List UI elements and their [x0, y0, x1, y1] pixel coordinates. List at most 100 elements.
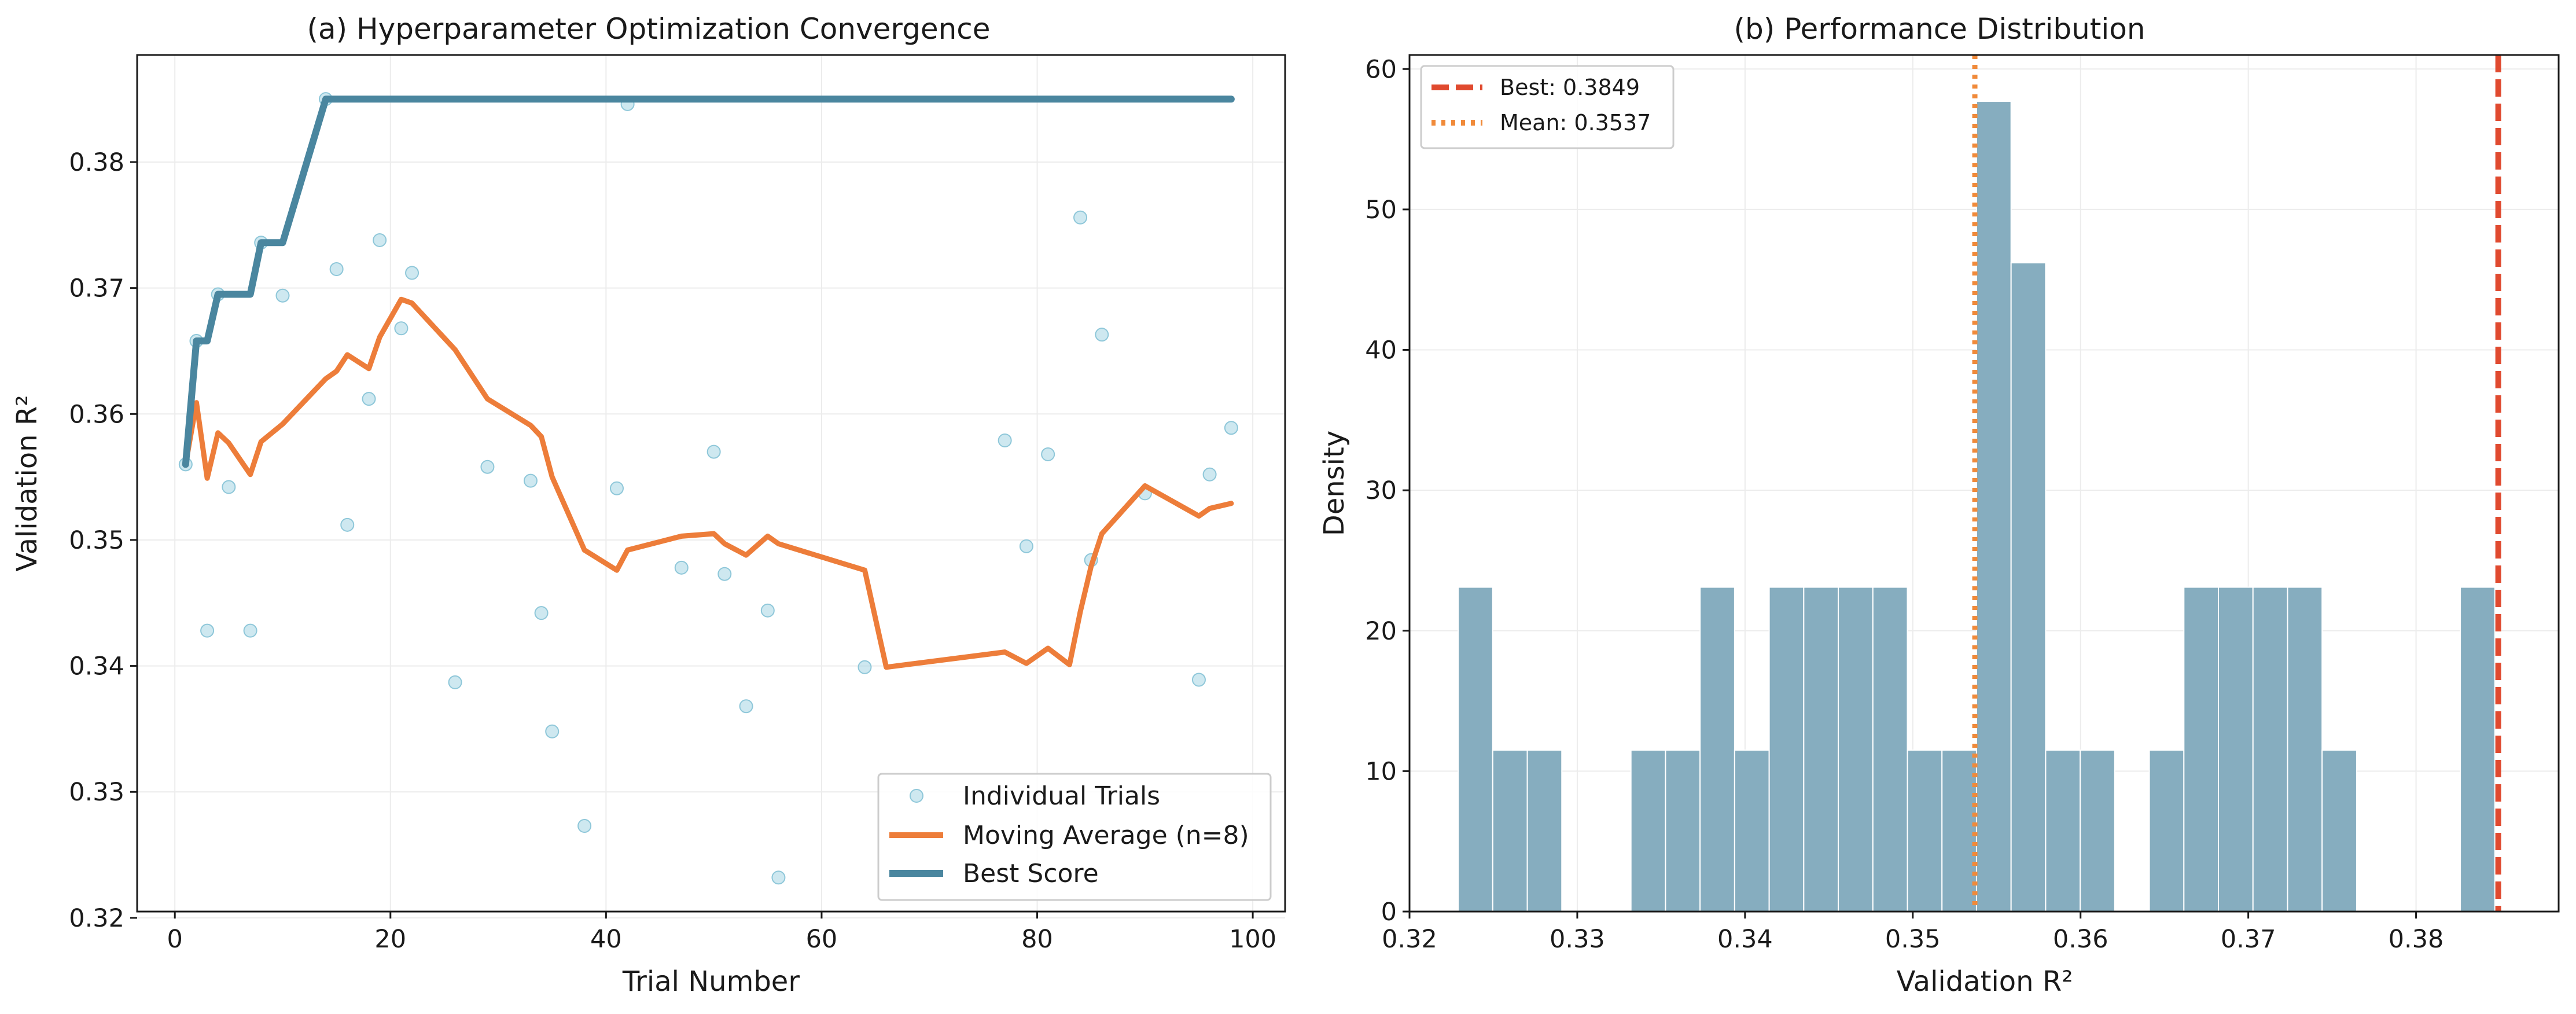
scatter-point-individual-trial: [1191, 673, 1206, 687]
panel-a-legend: Individual Trials Moving Average (n=8) B…: [877, 773, 1272, 901]
panel-b-ticks: 0.32 0.33 0.34 0.35 0.36 0.37 0.38 0 10 20 30 40 50 6…: [1365, 55, 2443, 954]
x-tick-label: 0.32: [1382, 925, 1437, 954]
scatter-point-individual-trial: [760, 603, 775, 618]
histogram-bar: [1665, 749, 1701, 913]
panel-a-title: (a) Hyperparameter Optimization Converge…: [307, 12, 990, 46]
histogram-bar: [1941, 749, 1977, 913]
histogram-bar: [1768, 586, 1805, 912]
histogram-bar: [2287, 586, 2323, 912]
histogram-bar: [1630, 749, 1666, 913]
scatter-point-individual-trial: [717, 567, 732, 581]
x-tick-label: 40: [590, 925, 622, 954]
panel-b-distribution: (b) Performance Distribution 0.32 0.33 0.3…: [1318, 12, 2560, 998]
y-tick-label: 40: [1365, 336, 1397, 365]
legend-label-moving-average: Moving Average (n=8): [963, 821, 1249, 850]
histogram-bar: [1803, 586, 1839, 912]
scatter-point-individual-trial: [1095, 328, 1109, 342]
legend-label-best: Best: 0.3849: [1500, 75, 1640, 100]
scatter-point-individual-trial: [480, 460, 495, 474]
histogram-bar: [2460, 586, 2496, 912]
scatter-point-individual-trial: [858, 660, 872, 674]
legend-marker-individual-trials: [910, 789, 923, 803]
scatter-point-individual-trial: [405, 266, 419, 280]
scatter-point-individual-trial: [577, 819, 592, 833]
scatter-point-individual-trial: [394, 321, 409, 336]
histogram-bar: [1907, 749, 1943, 913]
scatter-point-individual-trial: [329, 262, 344, 276]
x-tick-label: 80: [1021, 925, 1053, 954]
scatter-point-individual-trial: [1019, 539, 1033, 553]
y-tick-label: 0.33: [69, 778, 124, 807]
y-tick-label: 0.36: [69, 400, 124, 429]
x-tick-label: 100: [1229, 925, 1276, 954]
legend-label-mean: Mean: 0.3537: [1500, 110, 1651, 135]
panel-b-title: (b) Performance Distribution: [1734, 12, 2145, 46]
panel-b-legend-box: [1420, 65, 1675, 149]
scatter-point-individual-trial: [674, 560, 689, 575]
scatter-point-individual-trial: [362, 392, 376, 406]
y-tick-label: 0: [1381, 898, 1397, 927]
x-tick-label: 60: [806, 925, 838, 954]
histogram-bar: [2045, 749, 2081, 913]
scatter-point-individual-trial: [222, 480, 236, 494]
scatter-point-individual-trial: [545, 724, 560, 739]
histogram-bar: [2321, 749, 2357, 913]
x-tick-label: 0.38: [2389, 925, 2444, 954]
histogram-bar: [1838, 586, 1874, 912]
scatter-point-individual-trial: [998, 433, 1012, 447]
panel-a-grid: [137, 55, 1285, 919]
scatter-point-individual-trial: [1073, 210, 1088, 225]
y-tick-label: 10: [1365, 757, 1397, 786]
panel-a-x-axis-label: Trial Number: [622, 965, 800, 998]
scatter-point-individual-trial: [771, 870, 786, 885]
scatter-point-individual-trial: [1041, 447, 1055, 461]
scatter-point-individual-trial: [1224, 421, 1238, 435]
scatter-point-individual-trial: [275, 288, 290, 303]
panel-b-marks: [1458, 55, 2501, 913]
y-tick-label: 50: [1365, 196, 1397, 225]
moving-average-line: [183, 296, 1234, 670]
y-tick-label: 30: [1365, 476, 1397, 505]
y-tick-label: 0.38: [69, 148, 124, 177]
x-tick-label: 0.37: [2221, 925, 2276, 954]
scatter-point-individual-trial: [609, 481, 624, 495]
panel-a-convergence: (a) Hyperparameter Optimization Converge…: [11, 12, 1286, 998]
y-tick-label: 20: [1365, 617, 1397, 646]
scatter-point-individual-trial: [523, 473, 538, 488]
y-tick-label: 0.34: [69, 652, 124, 681]
histogram-bar: [2148, 749, 2185, 913]
histogram-bar: [2183, 586, 2220, 912]
scatter-point-individual-trial: [373, 233, 387, 247]
legend-label-individual-trials: Individual Trials: [963, 781, 1160, 811]
y-tick-label: 0.32: [69, 904, 124, 933]
x-tick-label: 0.36: [2053, 925, 2108, 954]
histogram-bar: [1975, 101, 2012, 913]
histogram-bar: [2252, 586, 2288, 912]
y-tick-label: 0.35: [69, 526, 124, 555]
scatter-point-individual-trial: [243, 623, 257, 638]
histogram-bar: [1526, 749, 1563, 913]
panel-a-marks: [178, 92, 1238, 885]
scatter-point-individual-trial: [1202, 467, 1217, 482]
histogram-bar: [1699, 586, 1735, 912]
histogram-bar: [1872, 586, 1908, 912]
best-score-line: [182, 95, 1235, 468]
legend-label-best-score: Best Score: [963, 859, 1099, 888]
panel-b-x-axis-label: Validation R²: [1897, 965, 2073, 998]
x-tick-label: 0: [167, 925, 183, 954]
scatter-point-individual-trial: [706, 444, 721, 459]
x-tick-label: 0.34: [1717, 925, 1773, 954]
histogram-bar: [1458, 586, 1493, 912]
panel-b-plot-frame: [1408, 54, 2560, 913]
scatter-point-individual-trial: [739, 699, 753, 714]
scatter-point-individual-trial: [340, 517, 355, 532]
y-tick-label: 60: [1365, 55, 1397, 84]
histogram-bar: [2080, 749, 2115, 913]
panel-b-y-axis-label: Density: [1318, 431, 1350, 536]
panel-a-ticks: 0 20 40 60 80 100 0.32 0.33 0.34 0.35 0.36 0.37 0.38: [69, 148, 1276, 954]
x-tick-label: 20: [374, 925, 406, 954]
y-tick-label: 0.37: [69, 274, 124, 303]
panel-a-legend-box: [877, 773, 1272, 901]
histogram-bar: [1734, 749, 1770, 913]
